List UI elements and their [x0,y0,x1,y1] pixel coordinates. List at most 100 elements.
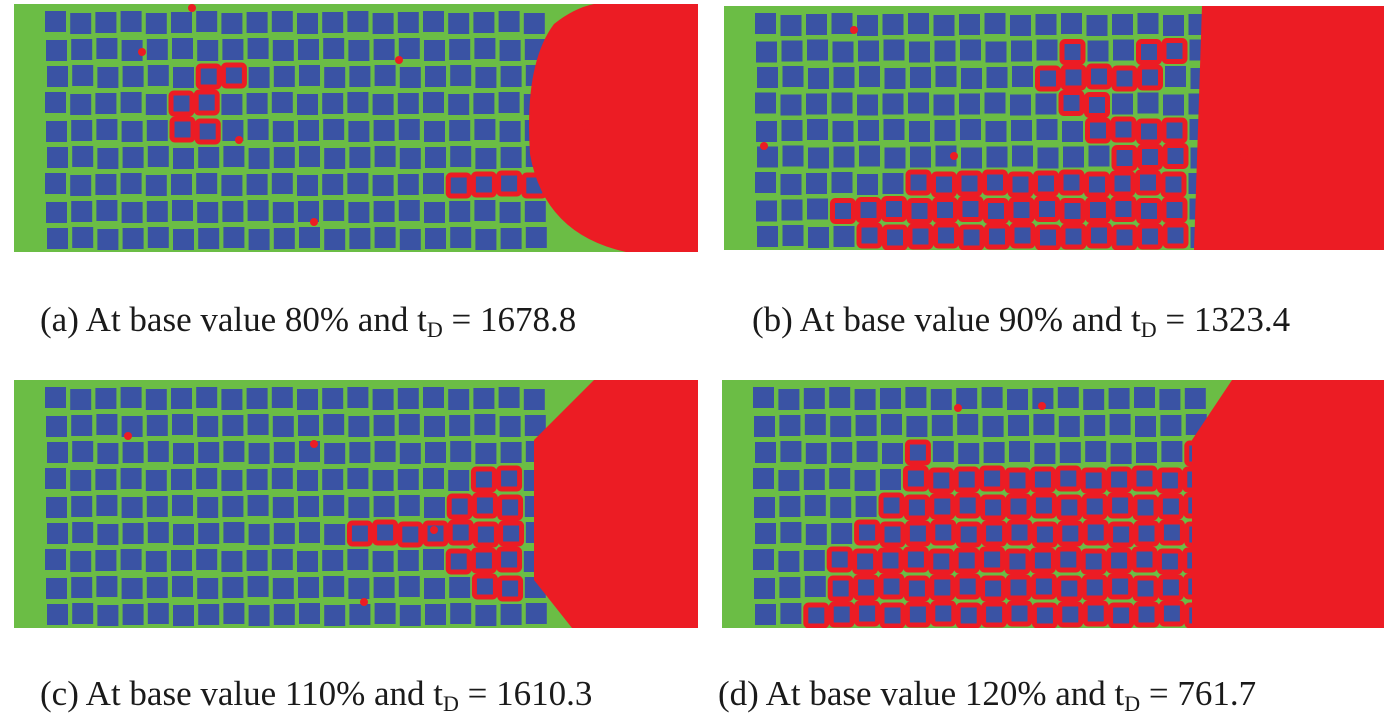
grain [45,92,66,113]
grain [425,147,446,168]
grain [223,603,245,624]
cracked-grain [470,466,497,493]
grain [196,468,218,489]
grain [196,549,218,570]
grain [523,389,545,410]
grain [121,40,143,61]
grain [856,441,878,462]
grain [424,121,445,142]
grain [323,119,345,140]
grain [120,92,142,113]
cracked-grain [471,492,498,519]
grain [757,226,778,247]
grain [474,38,496,59]
grain [1135,416,1156,437]
cracked-grain [854,519,881,546]
grain [272,416,294,437]
grain [855,415,877,436]
cracked-grain [902,465,929,492]
grain [448,389,470,410]
grain [298,415,319,436]
grain [172,576,193,597]
grain [984,92,1006,114]
cracked-grain [983,198,1009,224]
grain [147,522,169,543]
cracked-grain [1060,223,1087,250]
grain [475,229,497,250]
grain [349,442,371,463]
cracked-grain [1034,196,1060,222]
grain [474,414,496,435]
grain [450,227,472,248]
grain [755,13,776,34]
grain [372,175,394,196]
grain [297,94,318,115]
grain [374,146,396,167]
grain [373,415,395,436]
grain [299,65,320,86]
cracked-grain [1035,224,1061,250]
grain [956,388,978,409]
grain [374,603,396,624]
grain [372,551,394,572]
grain [46,416,67,437]
grain [1163,94,1184,116]
grain [322,12,344,33]
grain [172,38,193,59]
grain [47,228,68,249]
cracked-grain [826,546,853,573]
cracked-grain [1059,198,1086,224]
grain [473,93,495,114]
crack-front-region [1192,380,1384,628]
grain [246,388,268,409]
grain [97,67,119,88]
grain [1011,120,1032,141]
grain [198,523,220,544]
grain [96,495,118,516]
damage-spot [430,526,438,534]
grain [859,145,880,167]
grain [248,229,270,250]
grain [1063,146,1084,168]
grain [397,388,419,409]
grain [756,41,777,63]
grain [806,93,827,115]
grain [500,228,522,249]
grain [146,577,168,598]
cracked-grain [979,465,1006,492]
grain [147,603,169,624]
grain [273,523,295,544]
grain [297,175,318,196]
grain [173,524,194,545]
grain [271,468,293,489]
grain [884,68,906,89]
cracked-grain [1081,574,1108,601]
grain [807,39,828,61]
grain [1012,145,1033,167]
grain [808,147,829,169]
cracked-grain [1086,222,1112,249]
cracked-grain [954,492,981,519]
grain [934,40,956,62]
grain [196,11,218,32]
caption-d-value: = 761.7 [1140,674,1257,713]
cracked-grain [1131,546,1158,573]
grain [883,39,905,61]
grain [373,496,395,517]
grain [373,39,395,60]
cracked-grain [907,223,934,250]
damage-spot [138,48,146,56]
simulation-panel-a [14,4,698,252]
grain [247,200,269,221]
grain [97,148,119,169]
cracked-grain [1106,547,1133,574]
grain [1057,387,1079,408]
grain [399,229,421,250]
grain [857,94,878,116]
grain [273,147,295,168]
grain [425,228,446,249]
grain [399,443,421,464]
grain [960,119,981,140]
caption-b: (b) At base value 90% and tD = 1323.4 [752,300,1290,341]
grain [322,550,344,571]
